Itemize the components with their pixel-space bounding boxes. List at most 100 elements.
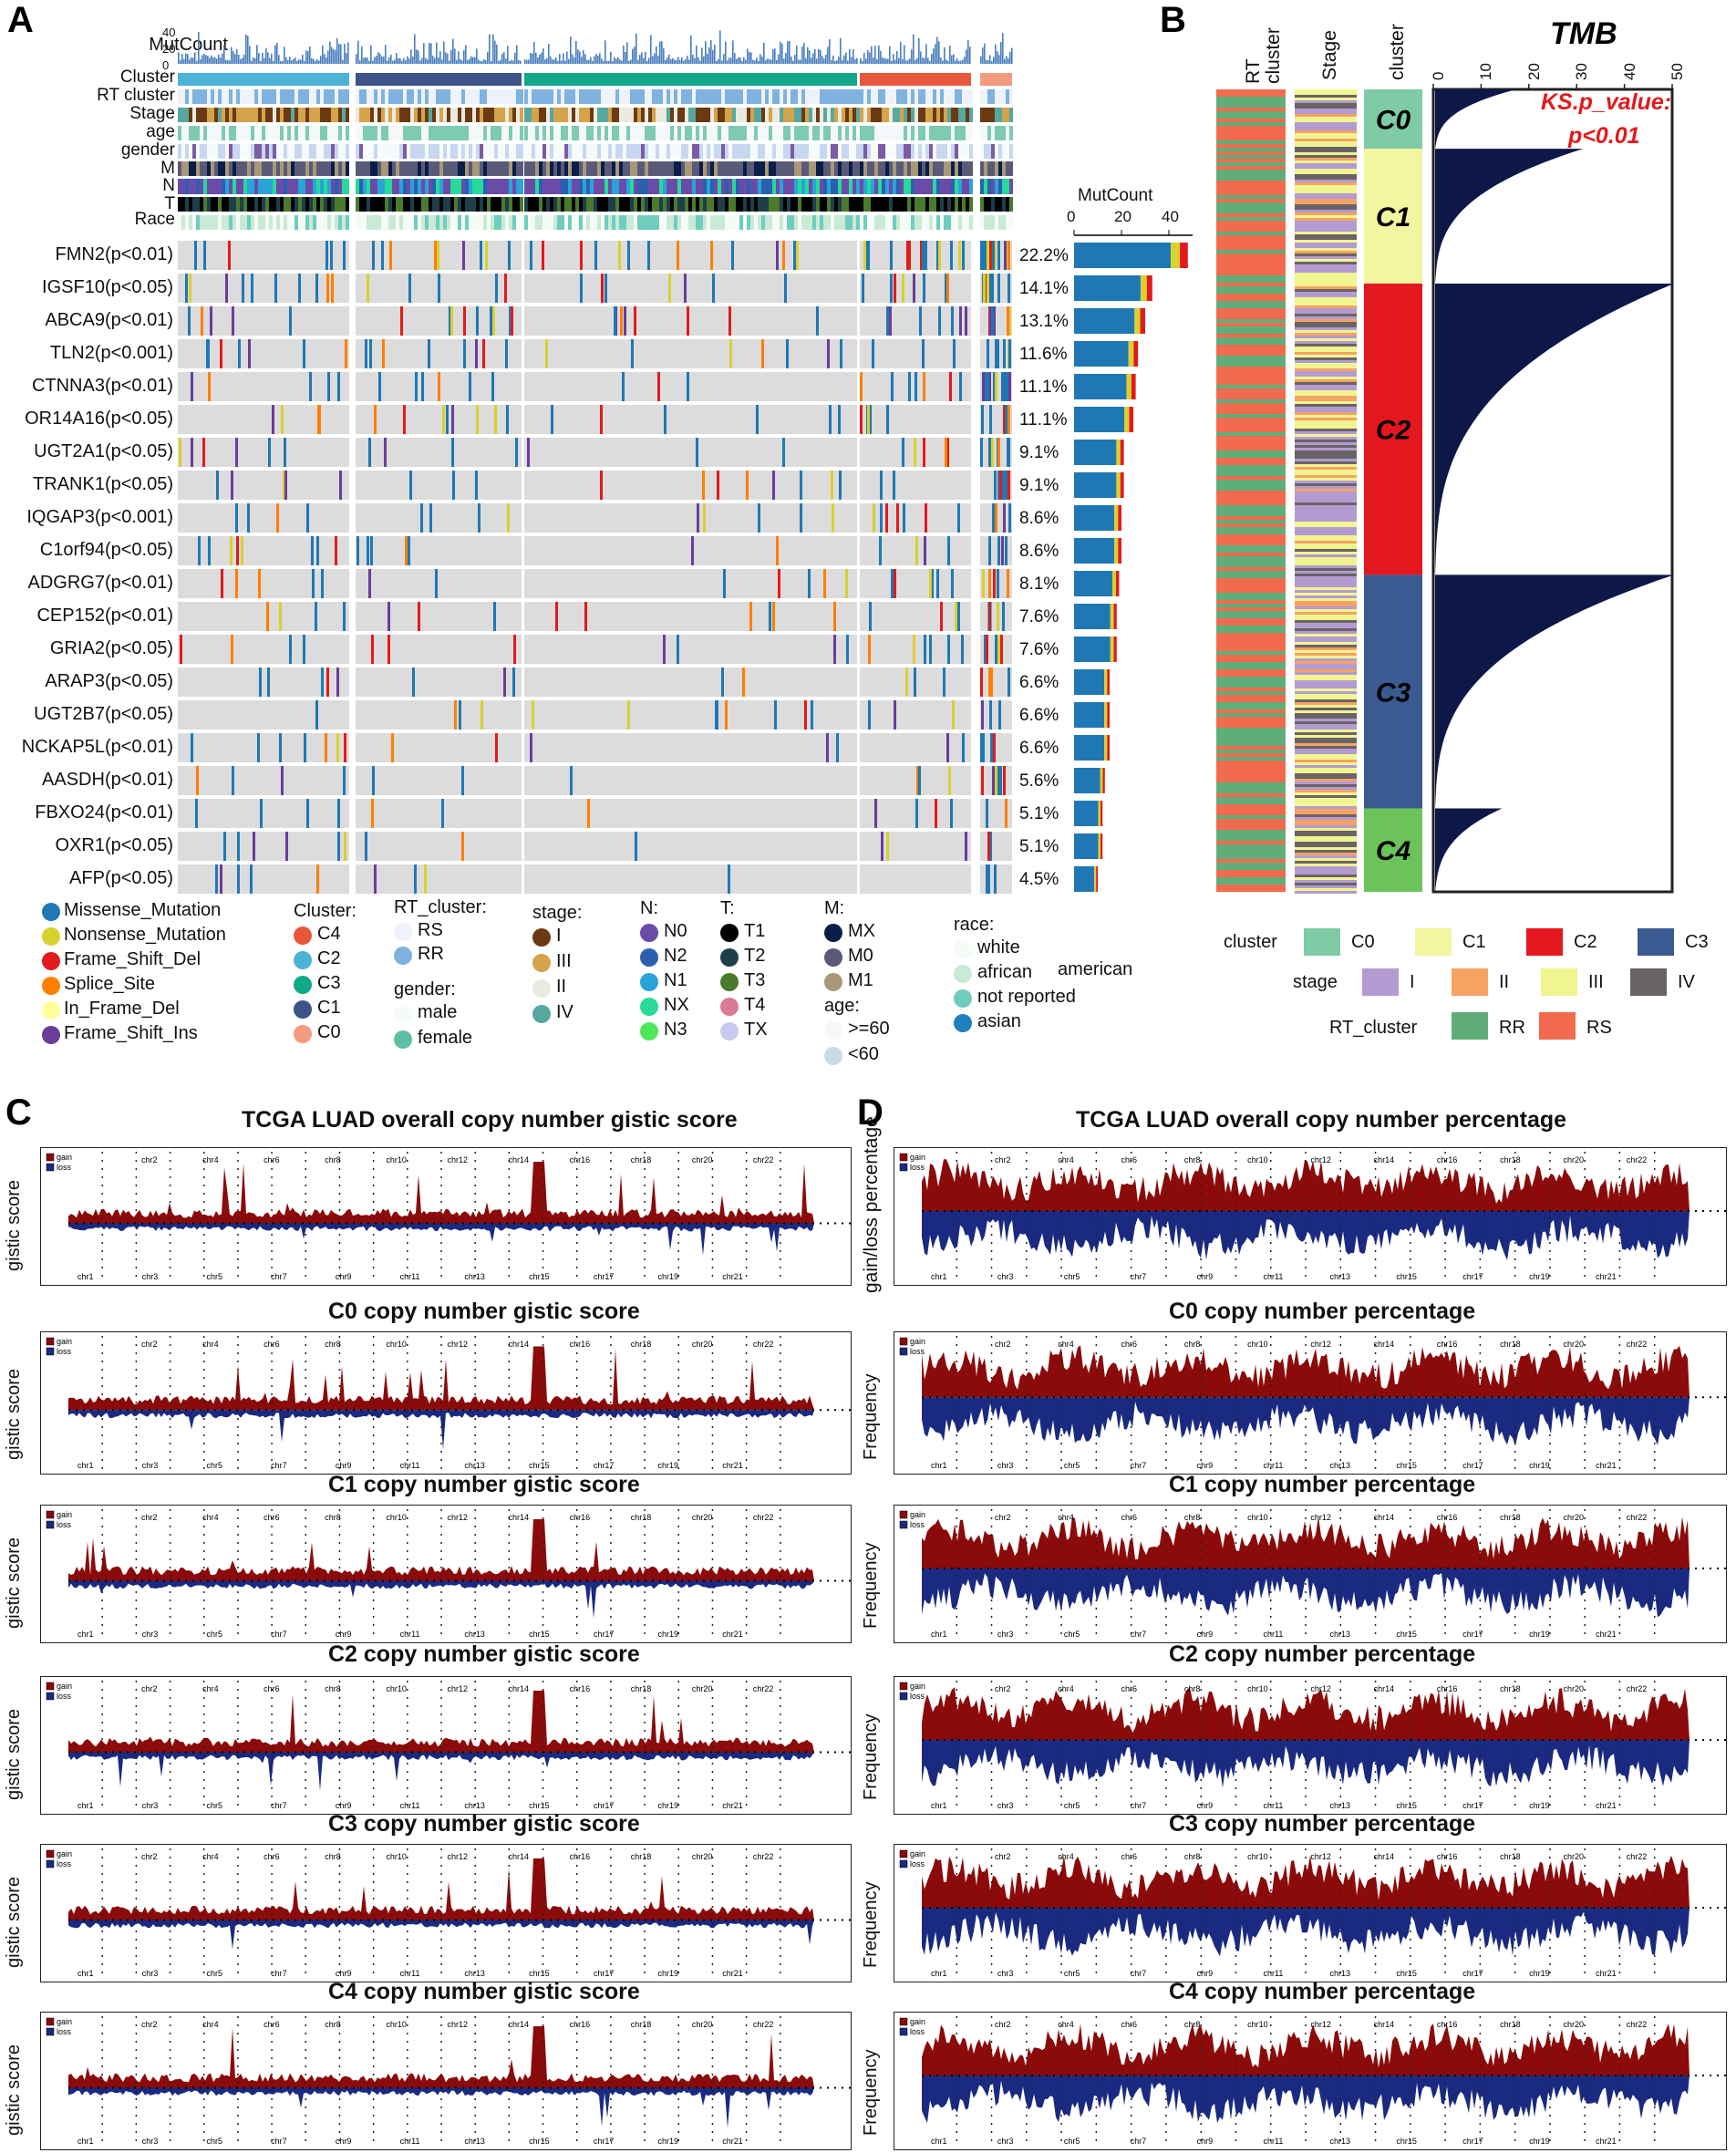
cnv-y-axis-label: gain/loss percentage: [861, 1116, 882, 1293]
annotation-cell: [374, 161, 377, 176]
chromosome-label-top: chr2: [995, 1684, 1011, 1693]
annotation-cell: [465, 215, 469, 230]
annotation-cell: [681, 144, 685, 159]
annotation-cell: [414, 179, 418, 194]
mutcount-bar: [728, 57, 730, 64]
mutation-mark: [952, 700, 955, 730]
mutation-mark: [894, 569, 896, 598]
annotation-cell: [532, 179, 535, 194]
annotation-cell: [648, 179, 652, 194]
annotation-cell: [962, 161, 966, 176]
stage-cell: [1295, 790, 1357, 792]
annotation-cell: [316, 144, 320, 159]
annotation-cell: [211, 179, 214, 194]
mutation-mark: [194, 241, 197, 270]
chromosome-label-top: chr2: [995, 1340, 1011, 1349]
mutcount-bar: [463, 50, 465, 64]
stage-cell: [1295, 407, 1357, 409]
annotation-cell: [370, 161, 374, 176]
mutcount-bar: [962, 59, 964, 64]
annotation-cell: [955, 215, 958, 230]
annotation-cell: [761, 197, 765, 212]
annotation-cell: [273, 89, 276, 104]
gene-mutcount-bar: [1115, 571, 1120, 596]
annotation-cell: [218, 197, 222, 212]
stage-cell: [1295, 713, 1357, 716]
annotation-cell: [458, 215, 461, 230]
annotation-cell: [666, 108, 670, 122]
ks-pvalue-value: p<0.01: [1568, 123, 1640, 149]
rt-cluster-cell: [1216, 483, 1286, 487]
chromosome-label-bottom: chr5: [1064, 2137, 1080, 2146]
stage-cell: [1295, 366, 1357, 368]
gene-percent: 8.6%: [1019, 509, 1059, 528]
annotation-cell: [900, 144, 904, 159]
tmb-distribution: [1435, 89, 1517, 150]
mutation-type-label: Frame_Shift_Del: [64, 949, 202, 969]
annotation-cell: [501, 179, 505, 194]
annotation-cell: [222, 197, 225, 212]
legend-n-swatch: [640, 924, 658, 942]
annotation-cell: [987, 179, 991, 194]
gene-label: FMN2(p<0.01): [55, 244, 174, 264]
annotation-cell: [291, 197, 294, 212]
annotation-cell: [718, 144, 721, 159]
stage-cell: [1295, 869, 1357, 872]
stage-cell: [1295, 297, 1357, 300]
rt-cluster-cell: [1216, 720, 1286, 724]
mutation-mark: [772, 471, 775, 500]
mutcount-bar: [862, 60, 863, 64]
annotation-cell: [461, 108, 465, 122]
annotation-cell: [747, 197, 750, 212]
stage-cell: [1295, 303, 1357, 305]
mutcount-bar: [843, 55, 845, 64]
track-label: age: [146, 122, 175, 141]
annotation-cell: [305, 215, 309, 230]
mutation-mark: [508, 241, 511, 270]
annotation-cell: [867, 179, 871, 194]
chromosome-label-bottom: chr21: [722, 1272, 743, 1281]
annotation-cell: [615, 144, 619, 159]
gain-legend-label: gain: [57, 1337, 72, 1346]
annotation-cell: [728, 89, 732, 104]
mutation-mark: [461, 766, 464, 795]
rt-cluster-cell: [1216, 133, 1286, 137]
annotation-cell: [487, 144, 491, 159]
annotation-cell: [940, 144, 944, 159]
annotation-cell: [443, 179, 447, 194]
track-label: M: [160, 159, 175, 178]
mutcount-bar: [189, 59, 191, 64]
stage-cell: [1295, 150, 1357, 152]
mutcount-bar: [363, 57, 365, 64]
annotation-cell: [966, 108, 969, 122]
chromosome-label-top: chr2: [141, 2020, 158, 2029]
annotation-cell: [557, 144, 561, 159]
annotation-cell: [200, 108, 203, 122]
annotation-cell: [787, 108, 790, 122]
annotation-cell: [509, 161, 512, 176]
stage-cell: [1295, 672, 1357, 675]
chromosome-label-top: chr2: [141, 1340, 158, 1349]
annotation-cell: [370, 89, 374, 104]
annotation-cell: [505, 179, 509, 194]
chromosome-label-top: chr14: [1374, 1340, 1395, 1349]
chromosome-label-bottom: chr13: [464, 1461, 485, 1470]
annotation-cell: [501, 126, 505, 140]
mutcount-bar: [240, 58, 242, 64]
matrix-background: [980, 700, 1012, 730]
stage-cell: [1295, 423, 1357, 426]
annotation-cell: [229, 215, 232, 230]
ks-pvalue-label: KS.p_value:: [1541, 89, 1672, 115]
annotation-cell: [327, 144, 331, 159]
mutation-mark: [220, 864, 222, 894]
annotation-cell: [229, 161, 232, 176]
annotation-cell: [214, 126, 218, 140]
annotation-cell: [980, 161, 984, 176]
annotation-cell: [443, 161, 447, 176]
annotation-cell: [509, 144, 512, 159]
mutation-mark: [284, 471, 287, 500]
annotation-cell: [414, 215, 418, 230]
mutcount-bar: [530, 53, 532, 64]
annotation-cell: [501, 161, 505, 176]
annotation-cell: [583, 126, 586, 140]
